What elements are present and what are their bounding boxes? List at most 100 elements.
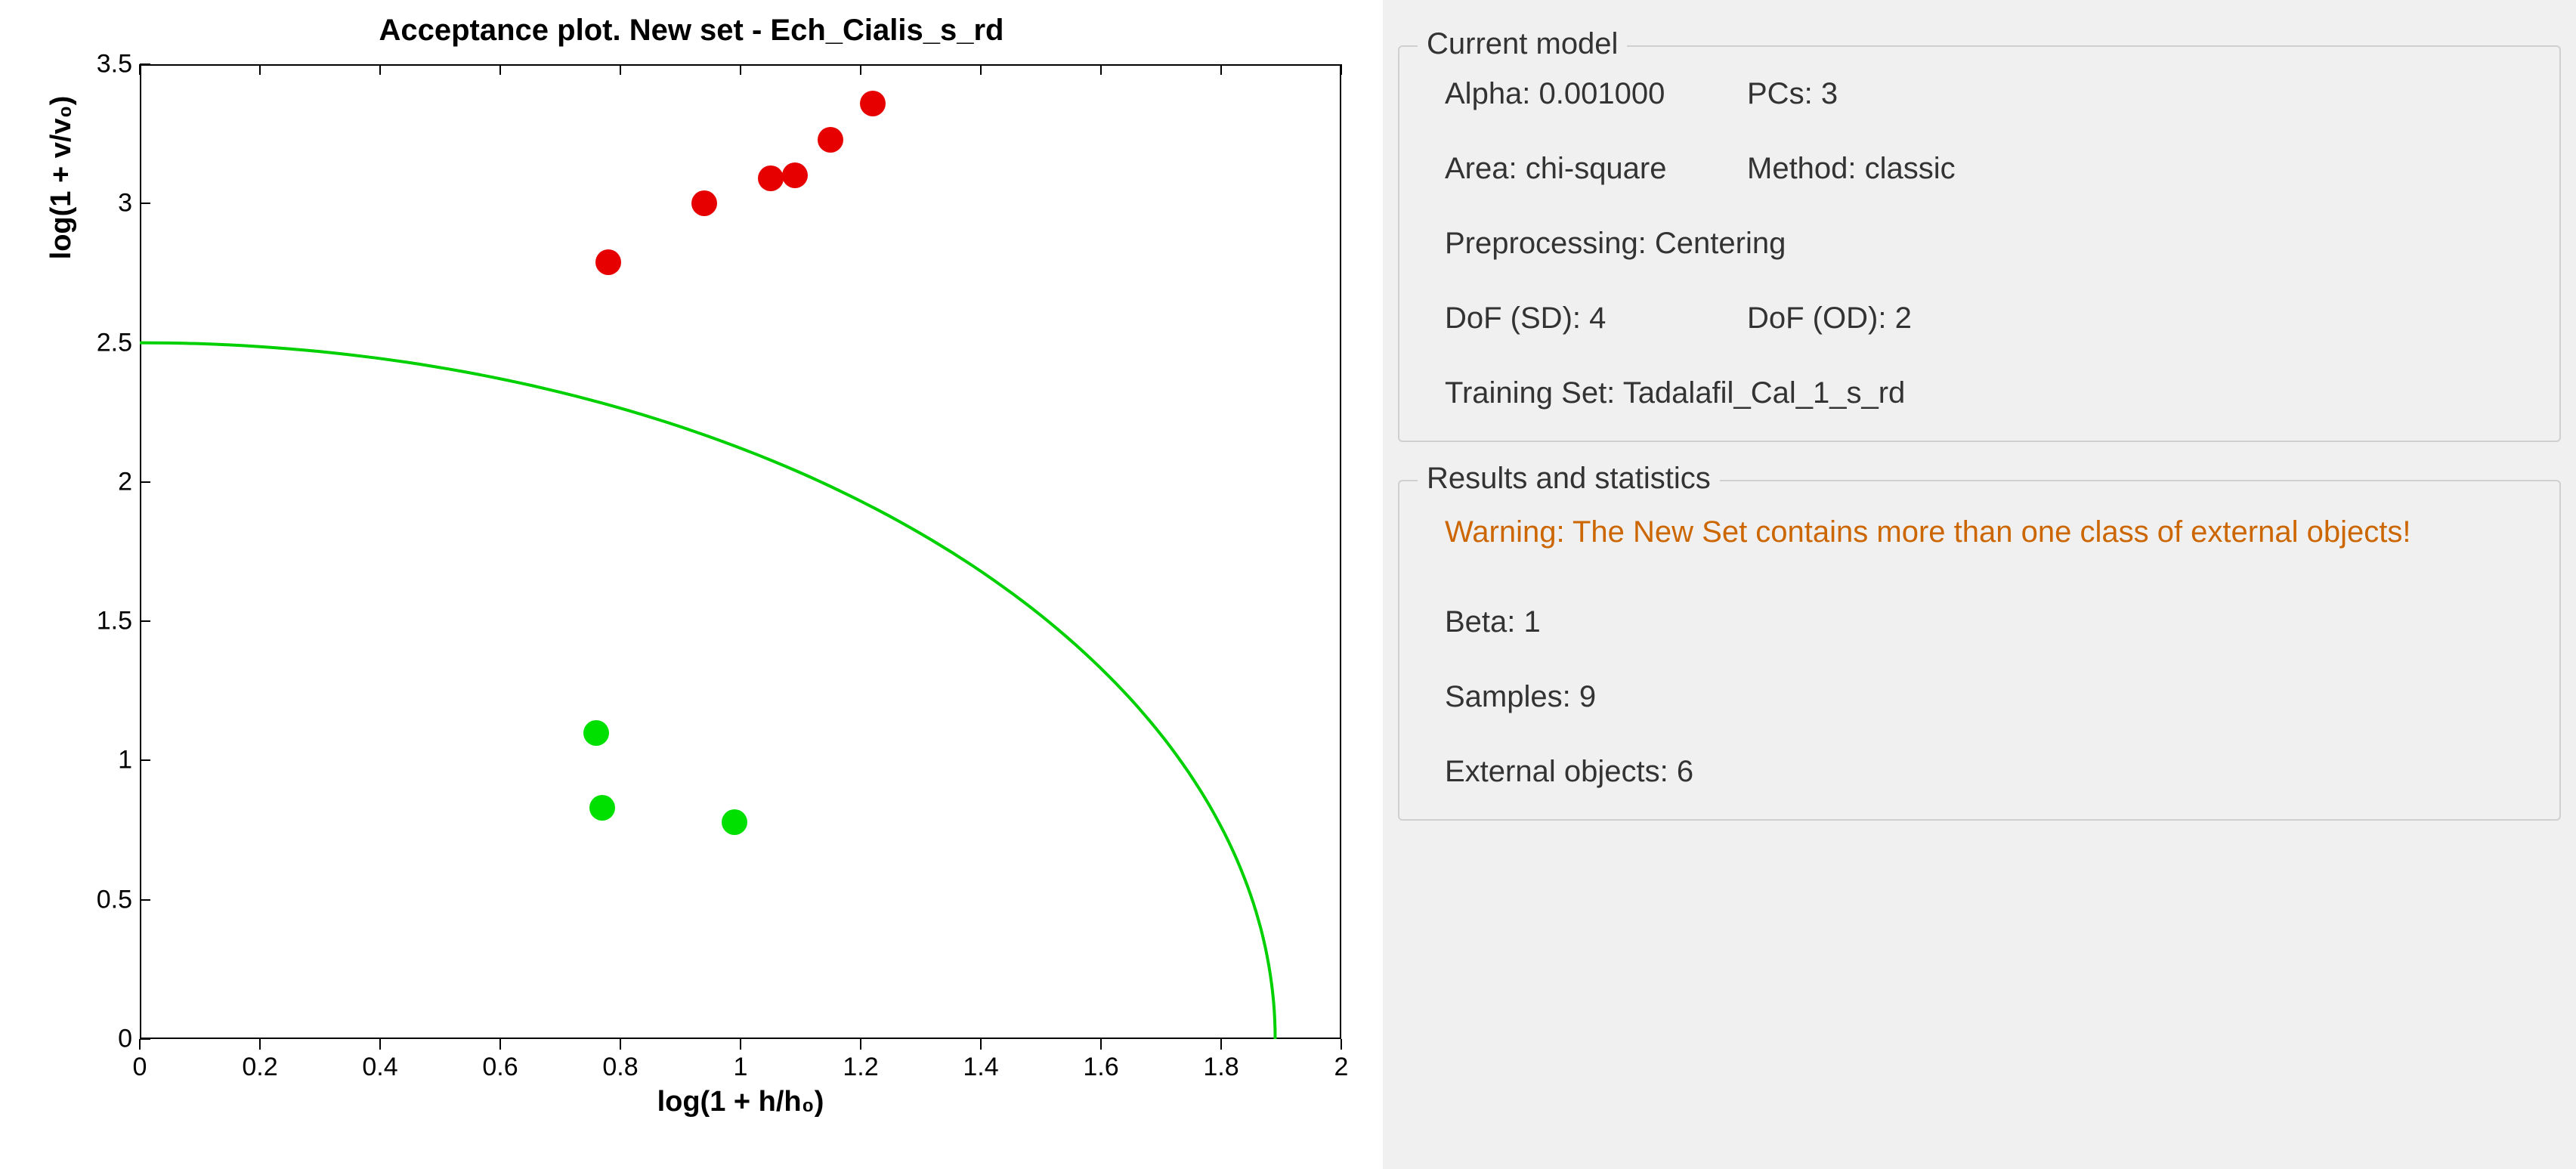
x-tick-mark <box>499 64 501 75</box>
y-tick-label: 1 <box>79 746 132 775</box>
data-point-accepted <box>589 795 615 821</box>
beta-value: 1 <box>1524 605 1541 639</box>
y-tick-label: 0.5 <box>79 885 132 914</box>
x-tick-mark <box>1100 64 1102 75</box>
data-point-rejected <box>818 127 843 153</box>
data-point-rejected <box>691 190 717 216</box>
model-row-dof: DoF (SD): 4 DoF (OD): 2 <box>1445 302 2529 336</box>
x-tick-mark <box>139 64 141 75</box>
x-tick-mark <box>620 1039 621 1050</box>
area-label: Area: <box>1445 152 1517 185</box>
x-tick-label: 0.8 <box>602 1053 638 1082</box>
ext-label: External objects: <box>1445 755 1668 788</box>
x-tick-mark <box>1100 1039 1102 1050</box>
x-tick-mark <box>1341 1039 1342 1050</box>
dof-sd-label: DoF (SD): <box>1445 302 1581 335</box>
x-tick-mark <box>740 1039 741 1050</box>
data-point-rejected <box>758 165 784 191</box>
x-tick-mark <box>379 1039 381 1050</box>
acceptance-plot: Acceptance plot. New set - Ech_Cialis_s_… <box>0 0 1383 1169</box>
y-tick-label: 3 <box>79 189 132 218</box>
method-label: Method: <box>1747 152 1857 185</box>
x-tick-label: 0.4 <box>362 1053 397 1082</box>
model-row-preproc: Preprocessing: Centering <box>1445 227 2529 261</box>
x-tick-label: 1.6 <box>1083 1053 1118 1082</box>
x-tick-mark <box>1220 1039 1222 1050</box>
ext-value: 6 <box>1677 755 1693 788</box>
x-tick-label: 1.4 <box>963 1053 998 1082</box>
y-tick-mark <box>140 63 150 65</box>
beta-label: Beta: <box>1445 605 1515 639</box>
x-tick-mark <box>620 64 621 75</box>
pcs-label: PCs: <box>1747 77 1813 110</box>
x-tick-mark <box>379 64 381 75</box>
plot-box <box>140 64 1341 1039</box>
y-tick-mark <box>140 620 150 622</box>
y-tick-label: 2 <box>79 467 132 496</box>
alpha-label: Alpha: <box>1445 77 1530 110</box>
x-tick-mark <box>139 1039 141 1050</box>
x-axis-label: log(1 + h/h₀) <box>140 1086 1341 1118</box>
samples-value: 9 <box>1579 680 1596 713</box>
info-panel: Current model Alpha: 0.001000 PCs: 3 Are… <box>1383 0 2576 1169</box>
x-tick-mark <box>1341 64 1342 75</box>
preproc-field: Preprocessing: Centering <box>1445 227 1786 261</box>
dof-sd-field: DoF (SD): 4 <box>1445 302 1702 336</box>
x-tick-label: 1.2 <box>843 1053 878 1082</box>
model-row-training: Training Set: Tadalafil_Cal_1_s_rd <box>1445 376 2529 410</box>
x-tick-mark <box>980 64 982 75</box>
warning-text: Warning: The New Set contains more than … <box>1445 512 2529 552</box>
main-container: Acceptance plot. New set - Ech_Cialis_s_… <box>0 0 2576 1169</box>
current-model-group: Current model Alpha: 0.001000 PCs: 3 Are… <box>1398 45 2561 442</box>
training-label: Training Set: <box>1445 376 1615 410</box>
y-tick-label: 2.5 <box>79 328 132 357</box>
training-field: Training Set: Tadalafil_Cal_1_s_rd <box>1445 376 1905 410</box>
x-tick-label: 0.2 <box>242 1053 277 1082</box>
y-tick-label: 0 <box>79 1025 132 1054</box>
samples-field: Samples: 9 <box>1445 680 2529 714</box>
x-tick-label: 1.8 <box>1203 1053 1239 1082</box>
dof-od-label: DoF (OD): <box>1747 302 1886 335</box>
y-axis-label: log(1 + v/v₀) <box>45 0 78 665</box>
y-tick-label: 3.5 <box>79 50 132 79</box>
dof-od-value: 2 <box>1895 302 1912 335</box>
preproc-value: Centering <box>1655 227 1786 260</box>
data-point-rejected <box>595 249 621 275</box>
x-tick-mark <box>980 1039 982 1050</box>
results-group: Results and statistics Warning: The New … <box>1398 480 2561 821</box>
x-tick-mark <box>740 64 741 75</box>
model-row-alpha-pcs: Alpha: 0.001000 PCs: 3 <box>1445 77 2529 111</box>
x-tick-mark <box>860 64 861 75</box>
beta-field: Beta: 1 <box>1445 605 2529 639</box>
pcs-value: 3 <box>1821 77 1838 110</box>
training-value: Tadalafil_Cal_1_s_rd <box>1623 376 1906 410</box>
y-tick-mark <box>140 899 150 901</box>
x-tick-label: 1 <box>734 1053 748 1082</box>
chart-title: Acceptance plot. New set - Ech_Cialis_s_… <box>0 14 1383 48</box>
alpha-value: 0.001000 <box>1539 77 1665 110</box>
data-point-rejected <box>782 162 808 188</box>
x-tick-label: 0.6 <box>482 1053 518 1082</box>
model-row-area-method: Area: chi-square Method: classic <box>1445 152 2529 186</box>
y-tick-mark <box>140 1038 150 1040</box>
data-point-accepted <box>583 720 609 746</box>
y-tick-mark <box>140 759 150 761</box>
samples-label: Samples: <box>1445 680 1571 713</box>
y-tick-mark <box>140 342 150 344</box>
alpha-field: Alpha: 0.001000 <box>1445 77 1702 111</box>
method-value: classic <box>1865 152 1956 185</box>
dof-od-field: DoF (OD): 2 <box>1747 302 2004 336</box>
data-point-rejected <box>860 91 886 116</box>
x-tick-mark <box>499 1039 501 1050</box>
x-tick-label: 0 <box>133 1053 147 1082</box>
ext-field: External objects: 6 <box>1445 755 2529 789</box>
area-field: Area: chi-square <box>1445 152 1702 186</box>
y-tick-label: 1.5 <box>79 607 132 636</box>
y-tick-mark <box>140 481 150 483</box>
preproc-label: Preprocessing: <box>1445 227 1647 260</box>
dof-sd-value: 4 <box>1589 302 1606 335</box>
method-field: Method: classic <box>1747 152 2004 186</box>
pcs-field: PCs: 3 <box>1747 77 2004 111</box>
x-tick-label: 2 <box>1334 1053 1349 1082</box>
x-tick-mark <box>1220 64 1222 75</box>
